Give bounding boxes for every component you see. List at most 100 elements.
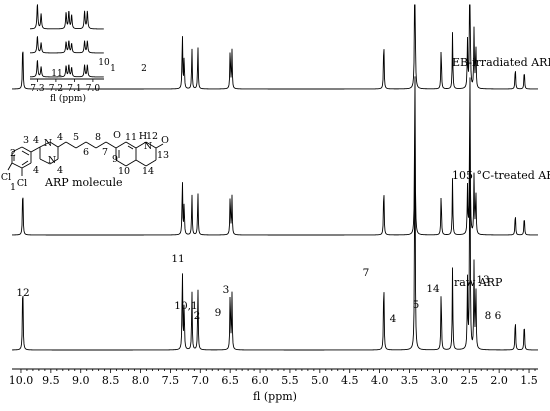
trace-eb-irradiated-arp [11,4,539,90]
inset-trace [29,36,104,54]
peak-label: 12 [16,287,29,299]
inset-trace [29,60,104,78]
mol-bond [125,159,137,167]
x-tick-label: 5.0 [311,374,329,387]
mol-atom-label: Cl [17,178,27,189]
x-tick-label: 3.5 [401,374,419,387]
series-label: EB-irradiated ARP [452,56,550,69]
mol-bond [7,162,13,171]
mol-atom-label: 4 [57,132,63,143]
peak-label: 8 [485,310,492,322]
x-tick-label: 6.5 [221,374,239,387]
mol-bond [21,160,29,166]
mol-bond [49,158,59,165]
mol-bond [155,143,164,149]
x-tick-label: 4.0 [371,374,389,387]
x-tick-label: 7.0 [192,374,210,387]
x-tick-label: 5.5 [281,374,299,387]
inset-peak-label: 10 [98,58,110,68]
x-axis-label: fl (ppm) [253,390,297,403]
mol-bond [11,146,23,153]
mol-bond [21,150,30,156]
mol-atom-label: N [144,141,152,152]
series-labels: EB-irradiated ARP 105 °C-treated ARP raw A… [452,56,550,289]
mol-atom-label: 11 [125,132,137,143]
x-tick-label: 8.0 [132,374,150,387]
x-tick-label: 3.0 [431,374,449,387]
mol-bond [49,141,59,148]
peak-label: 4 [390,313,397,325]
peak-label: 2 [194,310,201,322]
x-tick-label: 7.5 [162,374,180,387]
mol-bond [135,159,147,167]
inset-peak-label: 11 [51,69,62,79]
peak-label: 6 [495,310,502,322]
peak-label: 7 [363,267,370,279]
x-tick-label: 8.5 [102,374,120,387]
mol-bond [39,141,51,148]
mol-bond [39,158,51,165]
x-tick-label: 4.5 [341,374,359,387]
mol-atom-label: Cl [1,172,11,183]
mol-atom-label: 3 [23,135,29,146]
mol-bond [21,146,32,153]
spectra-traces [11,4,539,351]
mol-atom-label: 14 [142,166,154,177]
trace-105-c-treated-arp [11,76,539,236]
peak-label: 10,1 [174,300,197,312]
x-tick-label: 9.0 [72,374,90,387]
x-tick-label: 2.0 [490,374,508,387]
mol-bond [115,159,127,167]
series-label: 105 °C-treated ARP [452,169,550,182]
mol-atom-label: 10 [118,166,130,177]
mol-bond [95,141,107,149]
mol-bond [145,141,157,149]
mol-bond [57,141,67,148]
x-tick-label: 10.0 [9,374,34,387]
inset-peak-label: 1 [110,64,116,74]
inset-tick-label: 7.3 [30,84,45,94]
inset-tick-label: 7.2 [49,84,63,94]
molecule-caption: ARP molecule [44,176,122,189]
mol-atom-label: 9 [112,154,118,165]
peak-label: 13 [476,274,489,286]
mol-atom-label: 8 [95,132,101,143]
peak-label: 5 [413,299,420,311]
mol-atom-label: O [113,130,121,141]
mol-atom-label: 5 [73,132,79,143]
mol-atom-label: 6 [83,147,89,158]
mol-atom-label: 13 [157,150,169,161]
mol-bond [105,141,117,149]
x-axis: 10.0 9.5 9.0 8.5 8.0 7.5 7.0 6.5 6.0 5.5 5.0 4.5 4.0… [9,368,538,403]
mol-bond [75,141,87,149]
mol-atom-label: N [44,138,52,149]
mol-bond [127,145,134,150]
mol-bond [145,159,157,167]
mol-atom-label: 7 [102,147,108,158]
mol-bond [30,146,41,153]
mol-atom-label: 2 [10,148,16,159]
mol-atom-label: 4 [33,135,39,146]
mol-bond [135,141,147,149]
inset-peak-label: 2 [141,64,147,74]
mol-atom-label: O [161,135,169,146]
inset-trace [29,4,104,30]
peak-label: 3 [223,284,230,296]
peak-label: 14 [426,283,440,295]
peak-labels: 12 11 10,12 93 7 4 5 14 13 8 6 [16,253,501,325]
inset-tick-label: 7.1 [67,84,81,94]
inset-plot: 7.3 7.2 7.1 7.0fl (ppm) 11 101 2 [29,4,147,104]
inset-tick-label: 7.0 [86,84,101,94]
mol-bond [65,141,77,149]
x-tick-label: 1.5 [520,374,538,387]
mol-bond [11,162,23,169]
peak-label: 9 [215,307,222,319]
mol-bond [85,141,97,149]
mol-bond [115,141,127,149]
series-label: raw ARP [454,276,503,289]
x-tick-label: 2.5 [461,374,479,387]
x-tick-label: 6.0 [251,374,269,387]
mol-atom-label: N [48,155,56,166]
